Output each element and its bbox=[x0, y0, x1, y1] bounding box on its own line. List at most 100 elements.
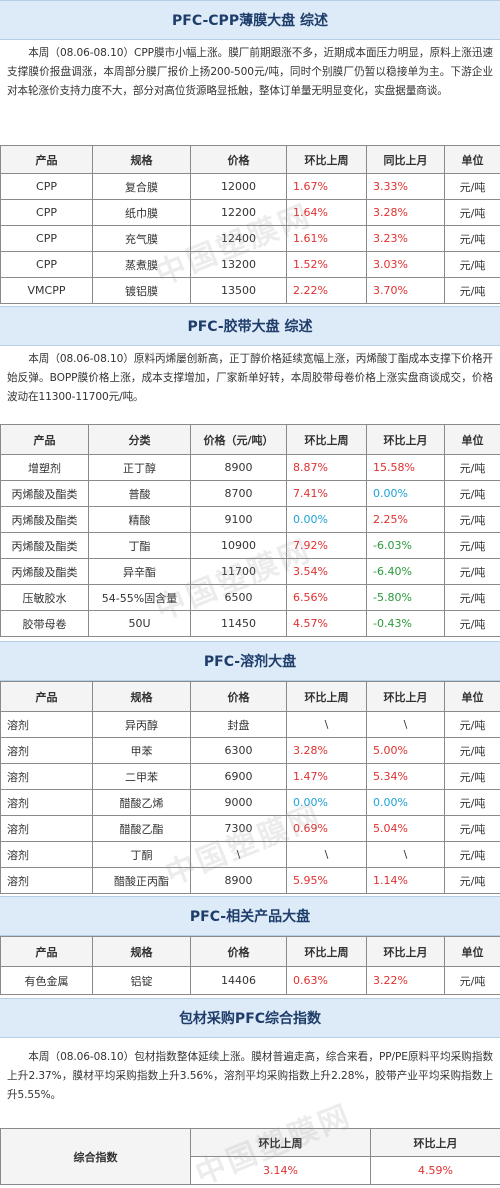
col-header: 价格 bbox=[190, 681, 287, 712]
col-header: 价格（元/吨） bbox=[190, 424, 287, 455]
col-header: 分类 bbox=[88, 424, 191, 455]
product-cell: CPP bbox=[0, 251, 93, 278]
table-row: 溶剂 醋酸正丙酯 8900 5.95% 1.14% 元/吨 bbox=[0, 867, 500, 894]
cpp-price-table: 产品 规格 价格 环比上周 同比上月 单位 CPP 复合膜 12000 1.67… bbox=[0, 145, 500, 304]
week-change-cell: 2.22% bbox=[286, 277, 367, 304]
product-cell: 丙烯酸及酯类 bbox=[0, 532, 89, 559]
index-header-row: 综合指数 环比上周 环比上月 bbox=[0, 1128, 500, 1185]
month-change-cell: 0.00% bbox=[366, 480, 445, 507]
col-header: 同比上月 bbox=[366, 145, 445, 174]
product-cell: 溶剂 bbox=[0, 711, 93, 738]
col-header: 规格 bbox=[92, 936, 191, 967]
spec-cell: 醋酸乙烯 bbox=[92, 789, 191, 816]
month-change-cell: -6.03% bbox=[366, 532, 445, 559]
spec-cell: 纸巾膜 bbox=[92, 199, 191, 226]
table-row: 压敏胶水 54-55%固含量 6500 6.56% -5.80% 元/吨 bbox=[0, 584, 500, 611]
table-row: 溶剂 异丙醇 封盘 \ \ 元/吨 bbox=[0, 711, 500, 738]
col-header: 单位 bbox=[444, 145, 500, 174]
table-row: 溶剂 甲苯 6300 3.28% 5.00% 元/吨 bbox=[0, 737, 500, 764]
unit-cell: 元/吨 bbox=[444, 199, 500, 226]
month-change-cell: 15.58% bbox=[366, 454, 445, 481]
unit-cell: 元/吨 bbox=[444, 711, 500, 738]
spec-cell: 醋酸乙酯 bbox=[92, 815, 191, 842]
product-cell: 胶带母卷 bbox=[0, 610, 89, 637]
price-cell: 12200 bbox=[190, 199, 287, 226]
related-table-header: 产品 规格 价格 环比上周 环比上月 单位 bbox=[0, 936, 500, 967]
spec-cell: 醋酸正丙酯 bbox=[92, 867, 191, 894]
category-cell: 丁酯 bbox=[88, 532, 191, 559]
spec-cell: 异丙醇 bbox=[92, 711, 191, 738]
category-cell: 正丁醇 bbox=[88, 454, 191, 481]
index-table: 综合指数 环比上周 环比上月 3.14% 4.59% bbox=[0, 1128, 500, 1185]
month-change-cell: 3.23% bbox=[366, 225, 445, 252]
product-cell: 有色金属 bbox=[0, 966, 93, 995]
week-change-cell: 5.95% bbox=[286, 867, 367, 894]
week-change-cell: 0.00% bbox=[286, 789, 367, 816]
table-row: 溶剂 二甲苯 6900 1.47% 5.34% 元/吨 bbox=[0, 763, 500, 790]
col-header: 环比上周 bbox=[286, 424, 367, 455]
spec-cell: 蒸煮膜 bbox=[92, 251, 191, 278]
product-cell: 增塑剂 bbox=[0, 454, 89, 481]
price-cell: 11700 bbox=[190, 558, 287, 585]
product-cell: 溶剂 bbox=[0, 841, 93, 868]
table-row: 丙烯酸及酯类 丁酯 10900 7.92% -6.03% 元/吨 bbox=[0, 532, 500, 559]
price-cell: 9000 bbox=[190, 789, 287, 816]
price-cell: 8900 bbox=[190, 454, 287, 481]
table-row: 溶剂 醋酸乙酯 7300 0.69% 5.04% 元/吨 bbox=[0, 815, 500, 842]
col-header: 环比上月 bbox=[370, 1128, 500, 1157]
month-change-cell: 2.25% bbox=[366, 506, 445, 533]
table-row: 丙烯酸及酯类 精酸 9100 0.00% 2.25% 元/吨 bbox=[0, 506, 500, 533]
spec-cell: 复合膜 bbox=[92, 173, 191, 200]
month-change-cell: 5.00% bbox=[366, 737, 445, 764]
col-header: 规格 bbox=[92, 145, 191, 174]
month-change-cell: 3.28% bbox=[366, 199, 445, 226]
month-change-cell: -6.40% bbox=[366, 558, 445, 585]
week-change-cell: 4.57% bbox=[286, 610, 367, 637]
tape-table-header: 产品 分类 价格（元/吨） 环比上周 环比上月 单位 bbox=[0, 424, 500, 455]
unit-cell: 元/吨 bbox=[444, 610, 500, 637]
table-row: 有色金属 铝锭 14406 0.63% 3.22% 元/吨 bbox=[0, 966, 500, 995]
unit-cell: 元/吨 bbox=[444, 966, 500, 995]
price-cell: 13200 bbox=[190, 251, 287, 278]
index-label: 综合指数 bbox=[0, 1128, 191, 1185]
category-cell: 50U bbox=[88, 610, 191, 637]
unit-cell: 元/吨 bbox=[444, 789, 500, 816]
month-change-cell: 3.03% bbox=[366, 251, 445, 278]
col-header: 环比上周 bbox=[286, 145, 367, 174]
col-header: 产品 bbox=[0, 424, 89, 455]
related-section-title: PFC-相关产品大盘 bbox=[0, 896, 500, 936]
price-cell: \ bbox=[190, 841, 287, 868]
week-change-cell: 1.52% bbox=[286, 251, 367, 278]
cpp-summary-text: 本周（08.06-08.10）CPP膜市小幅上涨。膜厂前期跟涨不多，近期成本面压… bbox=[7, 47, 493, 97]
week-change-cell: 8.87% bbox=[286, 454, 367, 481]
unit-cell: 元/吨 bbox=[444, 454, 500, 481]
month-change-cell: 1.14% bbox=[366, 867, 445, 894]
spec-cell: 二甲苯 bbox=[92, 763, 191, 790]
col-header: 环比上周 bbox=[190, 1128, 371, 1157]
solvent-table-header: 产品 规格 价格 环比上周 环比上月 单位 bbox=[0, 681, 500, 712]
product-cell: 压敏胶水 bbox=[0, 584, 89, 611]
table-row: 丙烯酸及酯类 普酸 8700 7.41% 0.00% 元/吨 bbox=[0, 480, 500, 507]
price-cell: 11450 bbox=[190, 610, 287, 637]
unit-cell: 元/吨 bbox=[444, 173, 500, 200]
spec-cell: 镀铝膜 bbox=[92, 277, 191, 304]
month-change-cell: -0.43% bbox=[366, 610, 445, 637]
table-row: CPP 复合膜 12000 1.67% 3.33% 元/吨 bbox=[0, 173, 500, 200]
product-cell: 溶剂 bbox=[0, 763, 93, 790]
week-change-cell: 3.28% bbox=[286, 737, 367, 764]
week-change-cell: 1.47% bbox=[286, 763, 367, 790]
spec-cell: 丁酮 bbox=[92, 841, 191, 868]
table-row: CPP 蒸煮膜 13200 1.52% 3.03% 元/吨 bbox=[0, 251, 500, 278]
unit-cell: 元/吨 bbox=[444, 277, 500, 304]
unit-cell: 元/吨 bbox=[444, 584, 500, 611]
week-change-cell: 3.54% bbox=[286, 558, 367, 585]
col-header: 单位 bbox=[444, 424, 500, 455]
product-cell: 丙烯酸及酯类 bbox=[0, 506, 89, 533]
spec-cell: 铝锭 bbox=[92, 966, 191, 995]
unit-cell: 元/吨 bbox=[444, 480, 500, 507]
week-change-cell: 0.63% bbox=[286, 966, 367, 995]
tape-section-title: PFC-胶带大盘 综述 bbox=[0, 306, 500, 346]
product-cell: CPP bbox=[0, 225, 93, 252]
price-cell: 7300 bbox=[190, 815, 287, 842]
product-cell: 溶剂 bbox=[0, 789, 93, 816]
